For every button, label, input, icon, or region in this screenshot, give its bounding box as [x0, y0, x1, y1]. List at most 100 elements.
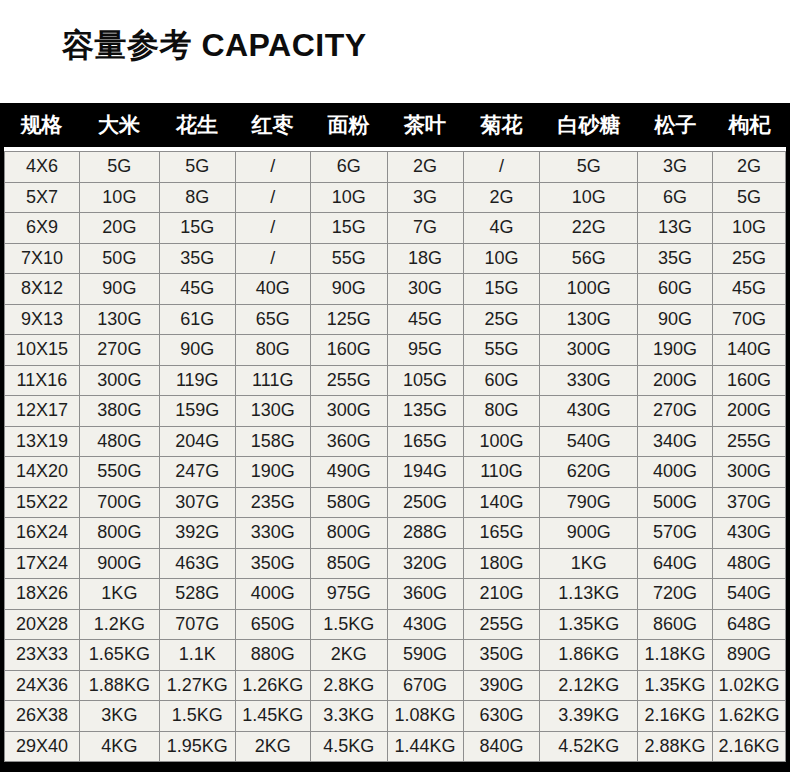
value-cell: 119G: [160, 366, 235, 396]
value-cell: 2KG: [311, 640, 387, 670]
value-cell: 25G: [713, 244, 785, 274]
value-cell: 15G: [160, 213, 235, 243]
value-cell: 6G: [311, 152, 387, 182]
value-cell: 100G: [540, 274, 637, 304]
value-cell: 340G: [638, 427, 712, 457]
value-cell: 370G: [713, 488, 785, 518]
value-cell: 590G: [388, 640, 463, 670]
value-cell: 1.5KG: [160, 701, 235, 731]
value-cell: 250G: [388, 488, 463, 518]
value-cell: 400G: [638, 457, 712, 487]
value-cell: 158G: [236, 427, 310, 457]
value-cell: 300G: [540, 335, 637, 365]
value-cell: 255G: [713, 427, 785, 457]
value-cell: 2.16KG: [713, 732, 785, 762]
value-cell: 180G: [464, 549, 540, 579]
value-cell: 1.62KG: [713, 701, 785, 731]
value-cell: 640G: [638, 549, 712, 579]
value-cell: 22G: [540, 213, 637, 243]
value-cell: 10G: [80, 183, 159, 213]
value-cell: 111G: [236, 366, 310, 396]
value-cell: 480G: [713, 549, 785, 579]
value-cell: 50G: [80, 244, 159, 274]
value-cell: 165G: [464, 518, 540, 548]
value-cell: 540G: [540, 427, 637, 457]
value-cell: 620G: [540, 457, 637, 487]
value-cell: 45G: [713, 274, 785, 304]
value-cell: 1.5KG: [311, 610, 387, 640]
value-cell: 159G: [160, 396, 235, 426]
value-cell: 100G: [464, 427, 540, 457]
column-header: 红枣: [235, 111, 310, 139]
value-cell: 1.27KG: [160, 671, 235, 701]
value-cell: 90G: [638, 305, 712, 335]
value-cell: 463G: [160, 549, 235, 579]
value-cell: 80G: [236, 335, 310, 365]
column-header: 大米: [79, 111, 159, 139]
value-cell: 1.13KG: [540, 579, 637, 609]
value-cell: 288G: [388, 518, 463, 548]
value-cell: 160G: [713, 366, 785, 396]
value-cell: 650G: [236, 610, 310, 640]
value-cell: 430G: [713, 518, 785, 548]
value-cell: 270G: [638, 396, 712, 426]
value-cell: 190G: [638, 335, 712, 365]
row-spec-cell: 26X38: [5, 701, 79, 731]
column-header: 规格: [4, 111, 79, 139]
value-cell: 35G: [638, 244, 712, 274]
column-header: 松子: [638, 111, 713, 139]
value-cell: 200G: [713, 396, 785, 426]
value-cell: 4.52KG: [540, 732, 637, 762]
value-cell: 130G: [540, 305, 637, 335]
value-cell: 10G: [311, 183, 387, 213]
value-cell: 5G: [160, 152, 235, 182]
value-cell: 300G: [713, 457, 785, 487]
value-cell: 400G: [236, 579, 310, 609]
value-cell: 392G: [160, 518, 235, 548]
row-spec-cell: 10X15: [5, 335, 79, 365]
value-cell: 125G: [311, 305, 387, 335]
value-cell: 1.35KG: [540, 610, 637, 640]
value-cell: 235G: [236, 488, 310, 518]
value-cell: 360G: [388, 579, 463, 609]
value-cell: 670G: [388, 671, 463, 701]
value-cell: 2G: [713, 152, 785, 182]
row-spec-cell: 6X9: [5, 213, 79, 243]
value-cell: 95G: [388, 335, 463, 365]
row-spec-cell: 8X12: [5, 274, 79, 304]
value-cell: 30G: [388, 274, 463, 304]
value-cell: 247G: [160, 457, 235, 487]
value-cell: /: [236, 152, 310, 182]
value-cell: 2G: [464, 183, 540, 213]
value-cell: 1.65KG: [80, 640, 159, 670]
row-spec-cell: 16X24: [5, 518, 79, 548]
value-cell: 4.5KG: [311, 732, 387, 762]
value-cell: 1.45KG: [236, 701, 310, 731]
column-header: 茶叶: [387, 111, 463, 139]
value-cell: 360G: [311, 427, 387, 457]
value-cell: 60G: [464, 366, 540, 396]
value-cell: 380G: [80, 396, 159, 426]
value-cell: 320G: [388, 549, 463, 579]
value-cell: 2.12KG: [540, 671, 637, 701]
value-cell: 45G: [160, 274, 235, 304]
value-cell: 528G: [160, 579, 235, 609]
value-cell: 2.8KG: [311, 671, 387, 701]
value-cell: 350G: [464, 640, 540, 670]
value-cell: 1.02KG: [713, 671, 785, 701]
value-cell: 860G: [638, 610, 712, 640]
value-cell: 25G: [464, 305, 540, 335]
value-cell: 880G: [236, 640, 310, 670]
column-header: 白砂糖: [540, 111, 638, 139]
value-cell: /: [236, 213, 310, 243]
value-cell: 570G: [638, 518, 712, 548]
value-cell: 430G: [540, 396, 637, 426]
row-spec-cell: 11X16: [5, 366, 79, 396]
value-cell: 6G: [638, 183, 712, 213]
value-cell: 1.1K: [160, 640, 235, 670]
value-cell: 35G: [160, 244, 235, 274]
value-cell: 3G: [638, 152, 712, 182]
value-cell: 65G: [236, 305, 310, 335]
value-cell: 490G: [311, 457, 387, 487]
value-cell: 5G: [713, 183, 785, 213]
